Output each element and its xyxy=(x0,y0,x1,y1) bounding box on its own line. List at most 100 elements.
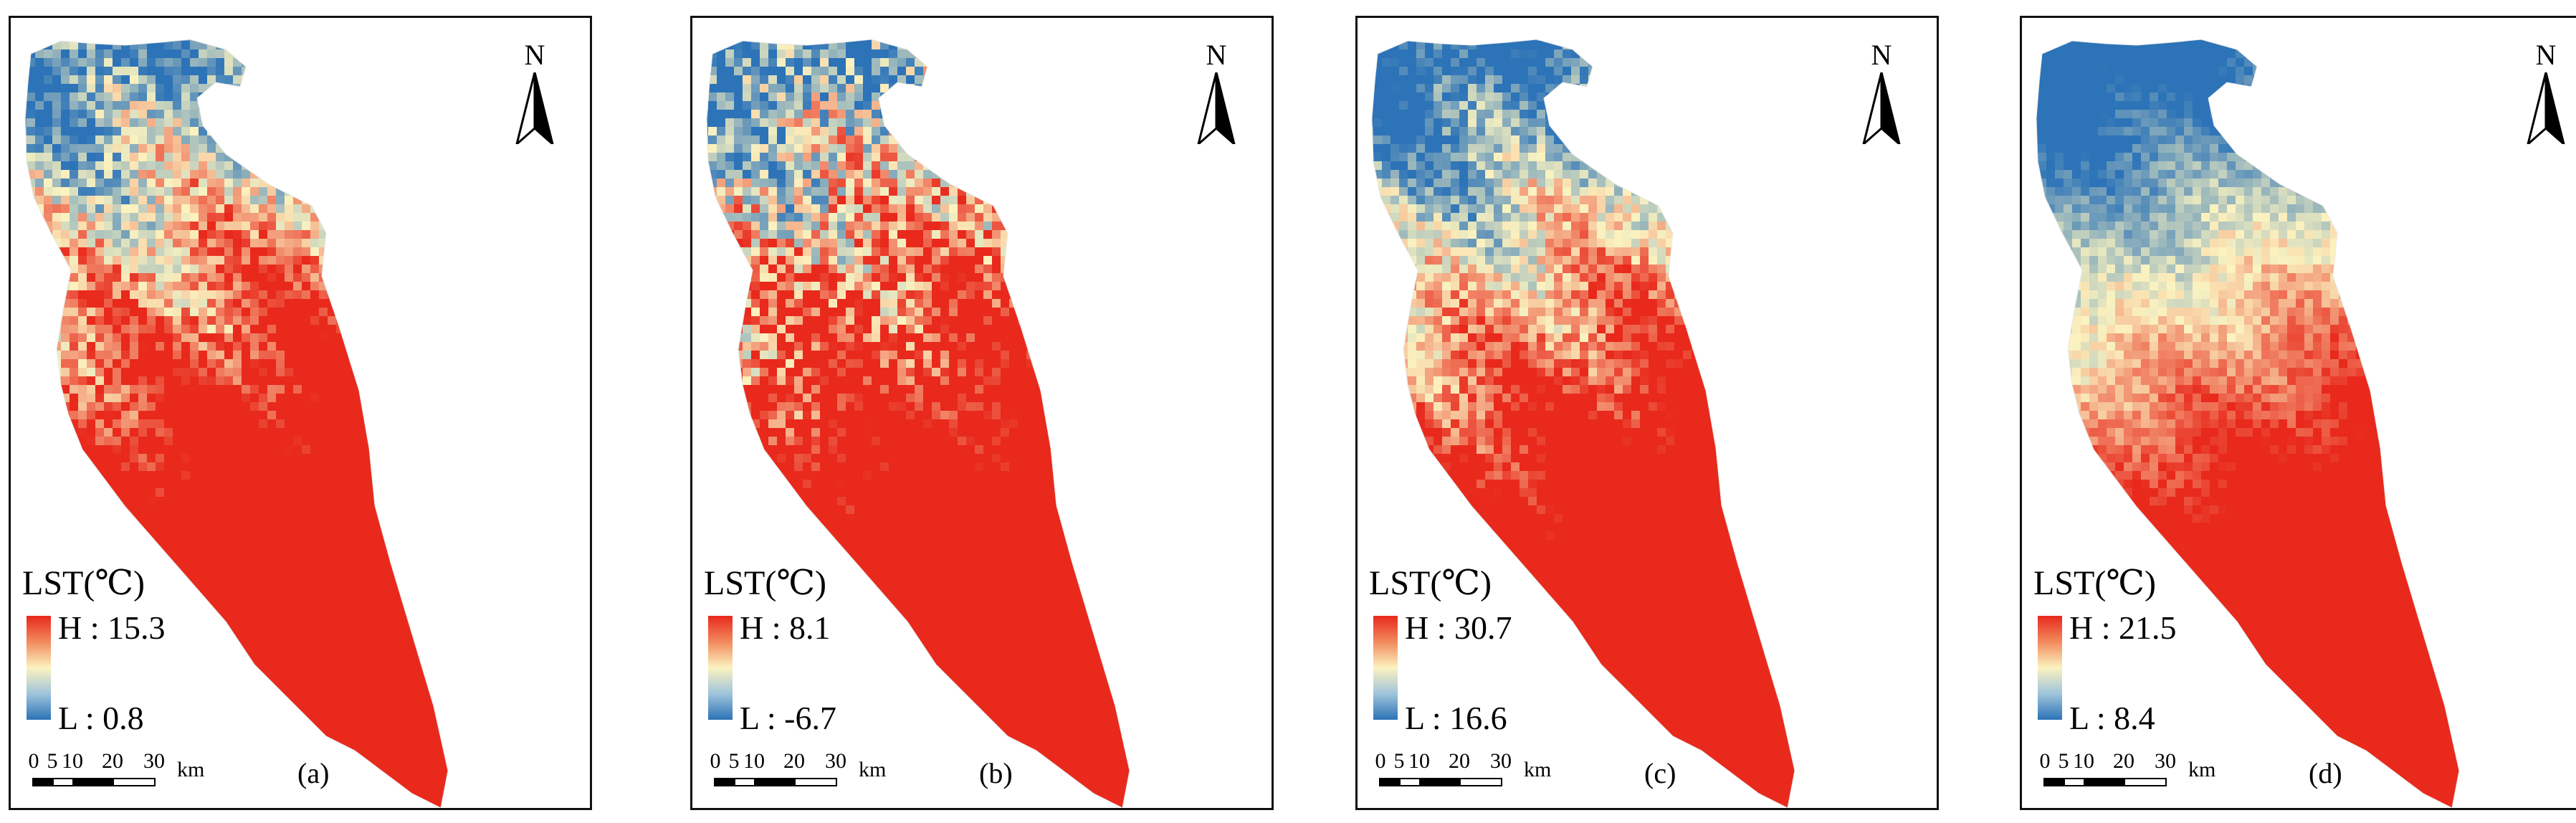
lst-cell xyxy=(336,256,345,265)
lst-cell xyxy=(70,376,79,386)
lst-cell xyxy=(371,798,380,807)
lst-cell xyxy=(345,67,354,76)
lst-cell xyxy=(405,807,414,808)
lst-cell xyxy=(414,359,423,368)
lst-cell xyxy=(405,591,414,601)
lst-cell xyxy=(743,39,752,42)
lst-cell xyxy=(405,127,414,136)
lst-cell xyxy=(310,84,320,93)
lst-cell xyxy=(104,110,113,119)
lst-cell xyxy=(310,660,320,670)
lst-cell xyxy=(276,712,285,721)
lst-cell xyxy=(846,41,855,50)
lst-cell xyxy=(457,772,466,781)
lst-cell xyxy=(121,170,130,179)
lst-cell xyxy=(199,230,208,239)
lst-cell xyxy=(293,497,302,506)
lst-cell xyxy=(78,376,87,386)
lst-cell xyxy=(156,480,165,489)
lst-cell xyxy=(121,153,130,162)
lst-cell xyxy=(156,523,165,532)
lst-cell xyxy=(87,652,96,661)
lst-cell xyxy=(147,376,156,386)
lst-cell xyxy=(259,548,268,558)
lst-cell xyxy=(465,135,474,145)
lst-cell xyxy=(233,729,242,738)
lst-cell xyxy=(431,67,440,76)
lst-cell xyxy=(190,368,199,377)
lst-cell xyxy=(259,222,268,231)
lst-cell xyxy=(293,634,302,644)
lst-cell xyxy=(216,161,225,171)
lst-cell xyxy=(27,462,36,472)
lst-cell xyxy=(224,798,234,807)
lst-cell xyxy=(224,204,234,214)
lst-cell xyxy=(216,247,225,257)
lst-cell xyxy=(104,179,113,188)
lst-cell xyxy=(362,282,371,291)
lst-cell xyxy=(439,454,448,463)
lst-cell xyxy=(259,609,268,618)
lst-cell xyxy=(173,445,182,455)
lst-cell xyxy=(35,471,44,480)
lst-cell xyxy=(52,118,62,128)
lst-cell xyxy=(44,84,53,93)
lst-cell xyxy=(371,179,380,188)
lst-cell xyxy=(224,135,234,145)
lst-cell xyxy=(362,729,371,738)
lst-cell xyxy=(130,204,139,214)
lst-cell xyxy=(70,411,79,420)
lst-cell xyxy=(319,342,328,351)
lst-cell xyxy=(233,480,242,489)
lst-cell xyxy=(138,333,148,343)
lst-cell xyxy=(439,471,448,480)
lst-cell xyxy=(431,196,440,205)
lst-cell xyxy=(113,135,122,145)
lst-cell xyxy=(104,67,113,76)
lst-cell xyxy=(233,488,242,498)
lst-cell xyxy=(216,299,225,308)
lst-cell xyxy=(78,290,87,300)
lst-cell xyxy=(259,153,268,162)
lst-cell xyxy=(250,222,259,231)
lst-cell xyxy=(250,359,259,368)
lst-cell xyxy=(336,471,345,480)
lst-cell xyxy=(207,746,216,756)
lst-cell xyxy=(371,437,380,446)
lst-cell xyxy=(104,127,113,136)
lst-cell xyxy=(250,135,259,145)
lst-cell xyxy=(121,394,130,403)
lst-cell xyxy=(396,454,406,463)
lst-cell xyxy=(302,634,311,644)
lst-cell xyxy=(457,548,466,558)
lst-cell xyxy=(310,445,320,455)
lst-cell xyxy=(388,170,397,179)
lst-cell xyxy=(130,153,139,162)
lst-cell xyxy=(181,566,191,575)
lst-cell xyxy=(379,342,388,351)
lst-cell xyxy=(25,213,27,222)
lst-cell xyxy=(379,514,388,523)
lst-cell xyxy=(310,290,320,300)
lst-cell xyxy=(259,660,268,670)
lst-cell xyxy=(336,781,345,790)
lst-cell xyxy=(353,92,363,102)
lst-cell xyxy=(164,299,173,308)
lst-cell xyxy=(173,333,182,343)
lst-cell xyxy=(121,660,130,670)
lst-cell xyxy=(439,548,448,558)
lst-cell xyxy=(422,333,431,343)
lst-cell xyxy=(276,325,285,334)
lst-cell xyxy=(457,92,466,102)
lst-cell xyxy=(285,58,294,67)
lst-cell xyxy=(1121,41,1130,50)
lst-cell xyxy=(439,325,448,334)
lst-cell xyxy=(138,505,148,515)
lst-cell xyxy=(336,454,345,463)
lst-cell xyxy=(388,204,397,214)
lst-cell xyxy=(35,351,44,360)
lst-cell xyxy=(164,204,173,214)
lst-cell xyxy=(25,273,27,282)
lst-cell xyxy=(422,445,431,455)
lst-cell xyxy=(422,351,431,360)
